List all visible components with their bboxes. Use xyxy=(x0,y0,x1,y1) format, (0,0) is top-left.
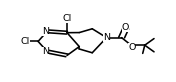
Text: N: N xyxy=(42,27,49,36)
Text: N: N xyxy=(103,33,110,42)
Text: Cl: Cl xyxy=(62,14,72,23)
Text: O: O xyxy=(128,43,136,52)
Text: Cl: Cl xyxy=(20,37,30,46)
Text: N: N xyxy=(42,47,49,56)
Text: O: O xyxy=(122,23,129,31)
